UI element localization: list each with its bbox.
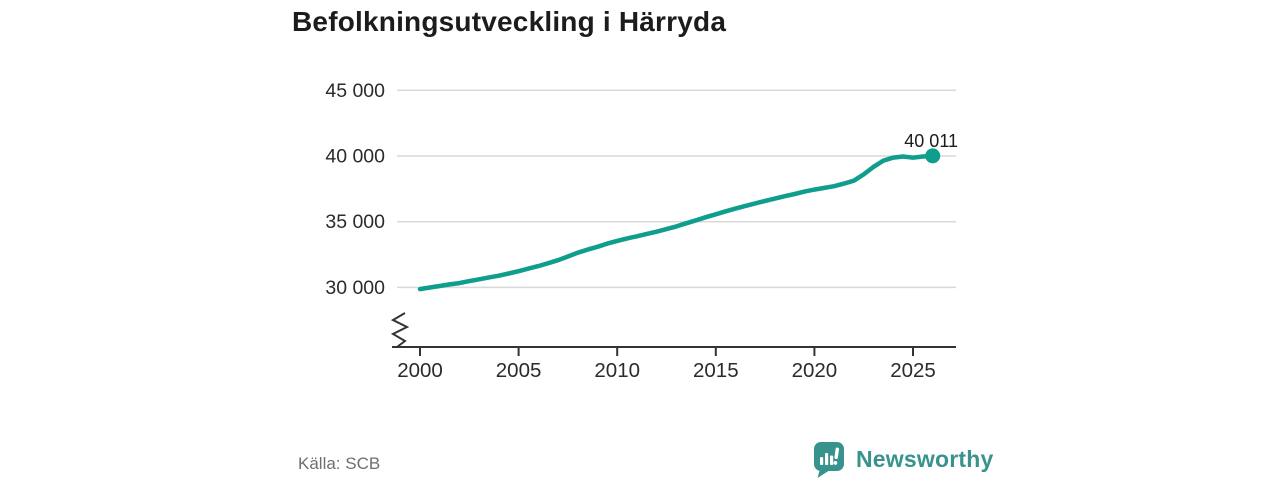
x-tick-label: 2005 bbox=[496, 359, 542, 382]
x-tick-label: 2000 bbox=[397, 359, 443, 382]
x-tick-label: 2025 bbox=[890, 359, 936, 382]
brand-lockup: Newsworthy bbox=[810, 440, 993, 478]
brand-name: Newsworthy bbox=[856, 445, 994, 472]
end-value-label: 40 011 bbox=[904, 131, 958, 151]
y-tick-label: 40 000 bbox=[325, 146, 385, 168]
population-series-line bbox=[417, 153, 935, 292]
page-title: Befolkningsutveckling i Härryda bbox=[292, 6, 727, 37]
source-label: Källa: SCB bbox=[298, 454, 381, 473]
y-tick-label: 45 000 bbox=[325, 80, 385, 102]
y-axis-break-icon bbox=[390, 312, 410, 348]
y-tick-label: 35 000 bbox=[325, 211, 385, 233]
x-tick-label: 2015 bbox=[693, 359, 739, 382]
x-tick-label: 2020 bbox=[792, 359, 838, 382]
newsworthy-logo-icon bbox=[814, 441, 844, 478]
y-tick-label: 30 000 bbox=[325, 277, 385, 299]
series-end-dot bbox=[925, 148, 941, 164]
x-tick-label: 2010 bbox=[594, 359, 640, 382]
